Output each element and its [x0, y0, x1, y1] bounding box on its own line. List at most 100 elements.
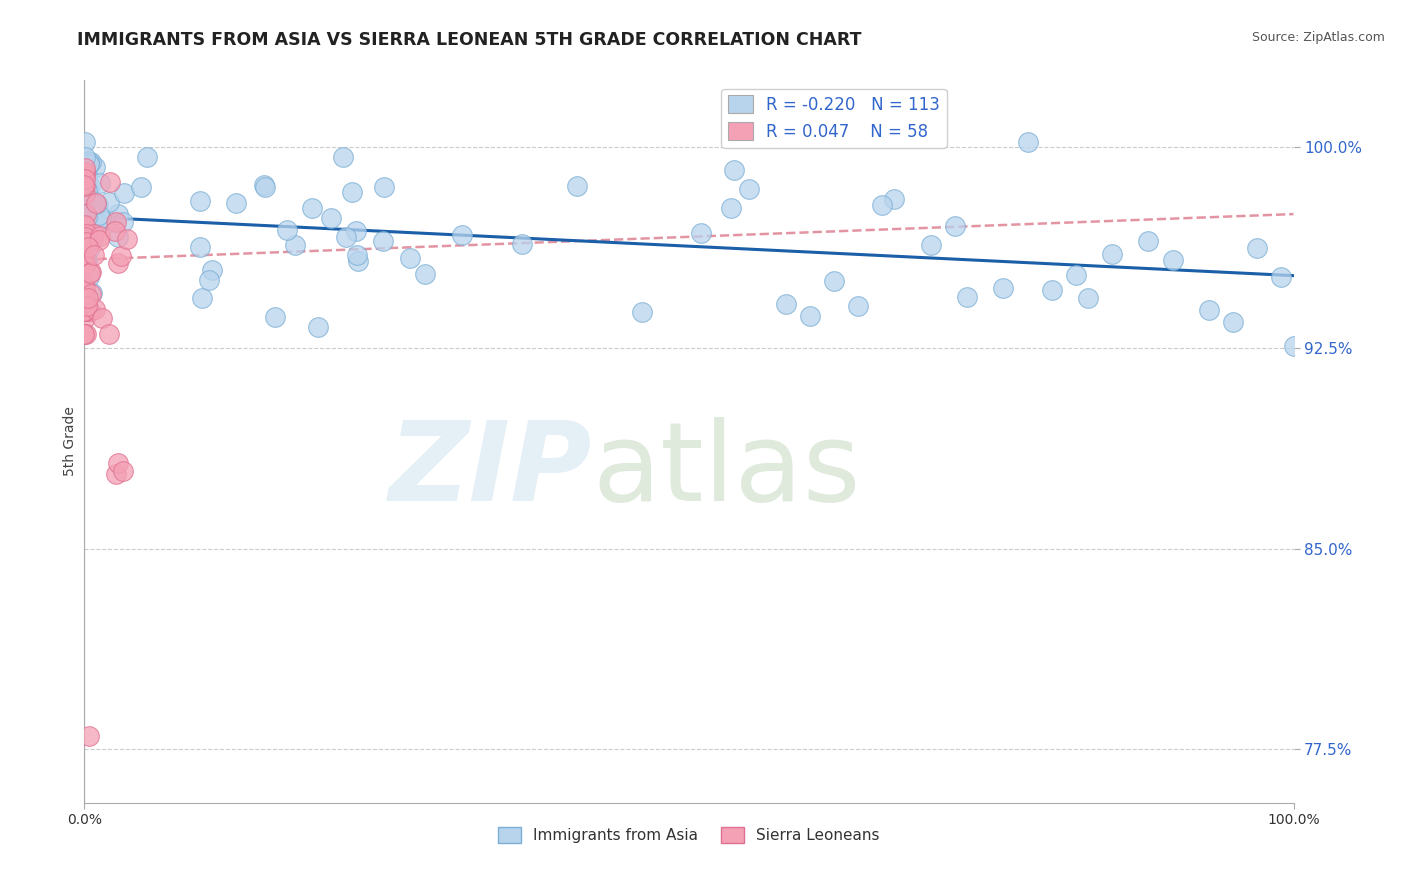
Point: [450, 227, 472, 242]
Point: [97, 327, 120, 342]
Point: [73, 193, 96, 207]
Point: [75, 214, 97, 228]
Point: [105, 215, 128, 229]
Point: [301, 201, 323, 215]
Point: [75, 293, 97, 308]
Text: ZIP: ZIP: [388, 417, 592, 524]
Point: [76, 217, 98, 231]
Point: [89, 228, 111, 243]
Point: [1270, 270, 1292, 285]
Point: [112, 464, 135, 478]
Point: [75, 235, 97, 249]
Point: [73, 161, 96, 175]
Point: [631, 305, 654, 319]
Point: [76, 240, 98, 254]
Point: [1282, 339, 1305, 353]
Point: [73, 284, 96, 298]
Point: [76, 254, 98, 268]
Point: [73, 291, 96, 305]
Point: [73, 292, 96, 306]
Point: [373, 180, 395, 194]
Point: [75, 168, 97, 182]
Point: [920, 237, 942, 252]
Point: [73, 253, 96, 268]
Point: [1064, 268, 1087, 283]
Point: [91, 310, 114, 325]
Point: [76, 291, 98, 305]
Point: [87, 208, 110, 222]
Point: [73, 244, 96, 259]
Point: [283, 238, 305, 252]
Point: [77, 156, 100, 170]
Legend: Immigrants from Asia, Sierra Leoneans: Immigrants from Asia, Sierra Leoneans: [492, 822, 886, 849]
Point: [114, 186, 136, 200]
Point: [73, 231, 96, 245]
Point: [276, 222, 298, 236]
Point: [76, 211, 98, 225]
Point: [264, 310, 287, 324]
Point: [76, 227, 98, 241]
Point: [73, 310, 96, 325]
Point: [112, 215, 135, 229]
Point: [993, 281, 1015, 295]
Point: [80, 155, 103, 169]
Point: [83, 227, 105, 242]
Point: [1040, 283, 1063, 297]
Point: [80, 265, 103, 279]
Point: [346, 248, 368, 262]
Point: [79, 266, 101, 280]
Point: [1077, 291, 1099, 305]
Point: [73, 233, 96, 247]
Point: [75, 178, 97, 193]
Point: [90, 211, 112, 226]
Point: [73, 178, 96, 193]
Point: [84, 197, 107, 211]
Point: [76, 179, 98, 194]
Point: [413, 267, 436, 281]
Point: [73, 277, 96, 292]
Point: [77, 219, 100, 234]
Point: [188, 194, 211, 209]
Point: [342, 185, 364, 199]
Point: [73, 215, 96, 229]
Point: [76, 168, 98, 182]
Point: [75, 252, 97, 267]
Point: [75, 180, 97, 194]
Point: [332, 151, 354, 165]
Point: [225, 195, 247, 210]
Text: IMMIGRANTS FROM ASIA VS SIERRA LEONEAN 5TH GRADE CORRELATION CHART: IMMIGRANTS FROM ASIA VS SIERRA LEONEAN 5…: [77, 31, 862, 49]
Point: [79, 304, 101, 318]
Point: [89, 233, 111, 247]
Point: [73, 279, 96, 293]
Point: [75, 303, 97, 318]
Point: [823, 274, 845, 288]
Point: [96, 213, 118, 227]
Point: [77, 729, 100, 743]
Point: [73, 169, 96, 183]
Point: [75, 207, 97, 221]
Point: [73, 327, 96, 342]
Point: [129, 180, 152, 194]
Point: [73, 187, 96, 202]
Point: [107, 256, 129, 270]
Point: [723, 162, 745, 177]
Point: [76, 161, 98, 175]
Text: atlas: atlas: [592, 417, 860, 524]
Point: [73, 303, 96, 318]
Point: [188, 240, 211, 254]
Point: [75, 229, 97, 244]
Point: [73, 202, 96, 216]
Point: [1246, 241, 1268, 255]
Point: [110, 249, 132, 263]
Point: [86, 198, 108, 212]
Point: [75, 183, 97, 197]
Point: [76, 209, 98, 223]
Point: [1161, 253, 1184, 268]
Point: [89, 216, 111, 230]
Point: [335, 230, 357, 244]
Point: [76, 225, 98, 239]
Point: [73, 165, 96, 179]
Point: [75, 229, 97, 244]
Y-axis label: 5th Grade: 5th Grade: [63, 407, 77, 476]
Point: [76, 182, 98, 196]
